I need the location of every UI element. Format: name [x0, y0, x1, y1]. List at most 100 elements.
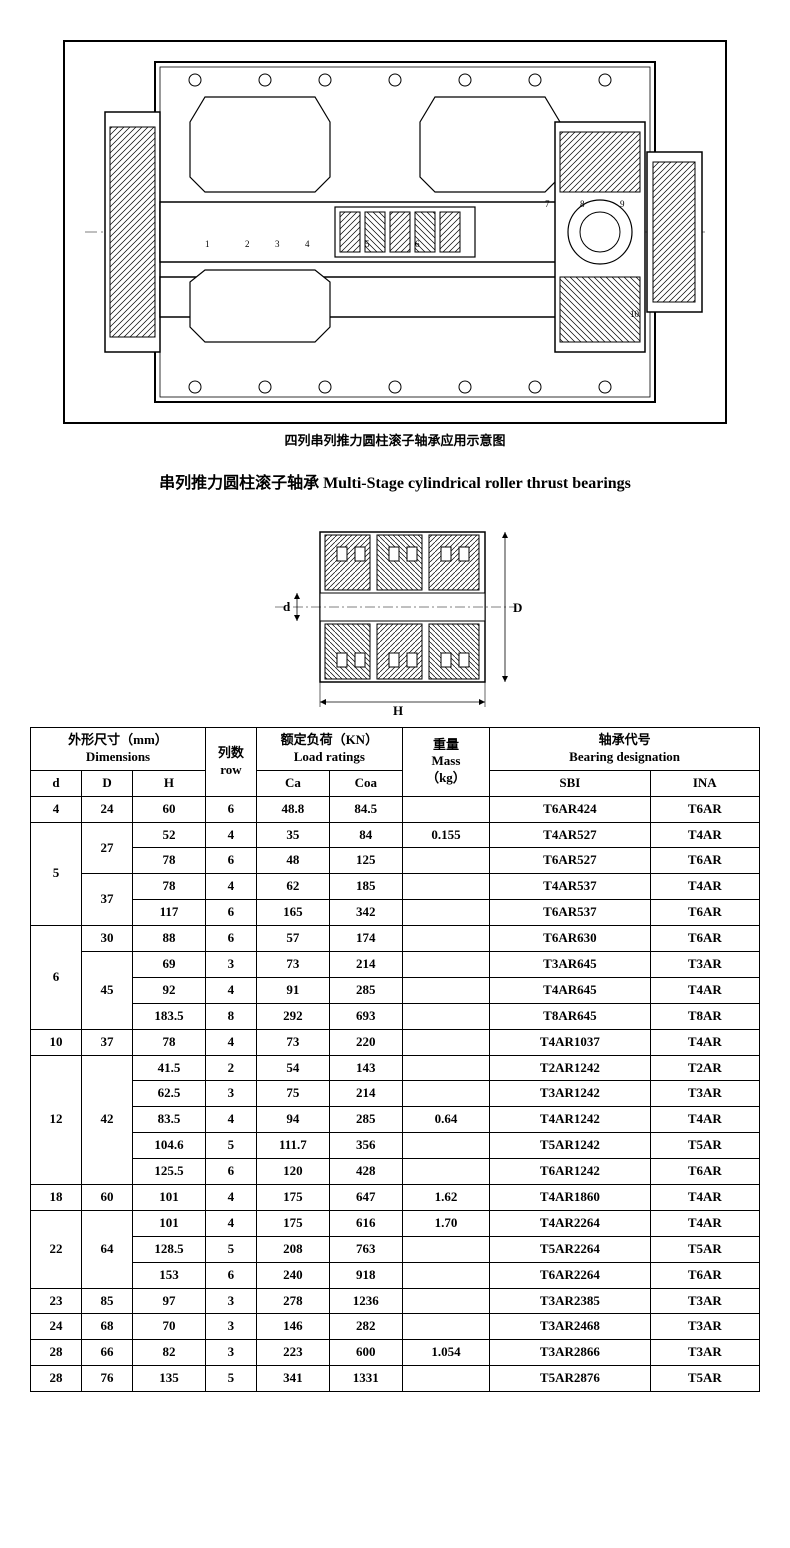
cell-d: 18 — [31, 1185, 82, 1211]
cell-mass — [402, 1262, 489, 1288]
page-title: 串列推力圆柱滚子轴承 Multi-Stage cylindrical rolle… — [30, 469, 760, 493]
cell-row: 6 — [205, 926, 256, 952]
cell-sbi: T4AR537 — [490, 874, 650, 900]
cell-sbi: T5AR2876 — [490, 1366, 650, 1392]
cell-ina: T5AR — [650, 1133, 759, 1159]
cell-ina: T6AR — [650, 1262, 759, 1288]
cell-ina: T3AR — [650, 952, 759, 978]
cell-Coa: 693 — [329, 1003, 402, 1029]
cell-d: 24 — [31, 1314, 82, 1340]
cell-Ca: 48 — [256, 848, 329, 874]
cell-H: 101 — [133, 1210, 206, 1236]
cell-ina: T6AR — [650, 1159, 759, 1185]
svg-text:4: 4 — [305, 239, 310, 249]
hdr-Coa: Coa — [329, 770, 402, 796]
table-row: 1176165342T6AR537T6AR — [31, 900, 760, 926]
cell-ina: T8AR — [650, 1003, 759, 1029]
cell-row: 6 — [205, 796, 256, 822]
cell-Ca: 278 — [256, 1288, 329, 1314]
cell-ina: T3AR — [650, 1314, 759, 1340]
cell-mass — [402, 952, 489, 978]
cell-Coa: 174 — [329, 926, 402, 952]
cell-D: 76 — [82, 1366, 133, 1392]
cell-row: 4 — [205, 1107, 256, 1133]
cell-sbi: T8AR645 — [490, 1003, 650, 1029]
cell-row: 2 — [205, 1055, 256, 1081]
cell-Ca: 73 — [256, 952, 329, 978]
cell-H: 104.6 — [133, 1133, 206, 1159]
table-row: 1536240918T6AR2264T6AR — [31, 1262, 760, 1288]
table-row: 287613553411331T5AR2876T5AR — [31, 1366, 760, 1392]
svg-text:10: 10 — [630, 309, 640, 319]
cell-D: 37 — [82, 1029, 133, 1055]
cell-sbi: T4AR1037 — [490, 1029, 650, 1055]
cell-mass — [402, 1003, 489, 1029]
cell-Coa: 214 — [329, 1081, 402, 1107]
cell-D: 27 — [82, 822, 133, 874]
svg-text:7: 7 — [545, 199, 550, 209]
cell-Coa: 214 — [329, 952, 402, 978]
table-row: 42460648.884.5T6AR424T6AR — [31, 796, 760, 822]
cell-D: 24 — [82, 796, 133, 822]
cell-sbi: T6AR630 — [490, 926, 650, 952]
svg-text:8: 8 — [580, 199, 585, 209]
svg-text:9: 9 — [620, 199, 625, 209]
cell-Coa: 282 — [329, 1314, 402, 1340]
cell-Coa: 918 — [329, 1262, 402, 1288]
table-row: 103778473220T4AR1037T4AR — [31, 1029, 760, 1055]
cell-mass: 1.70 — [402, 1210, 489, 1236]
table-row: 62.5375214T3AR1242T3AR — [31, 1081, 760, 1107]
cell-mass — [402, 1366, 489, 1392]
cell-row: 4 — [205, 822, 256, 848]
table-row: 2468703146282T3AR2468T3AR — [31, 1314, 760, 1340]
table-row: 226410141756161.70T4AR2264T4AR — [31, 1210, 760, 1236]
cell-Coa: 763 — [329, 1236, 402, 1262]
cell-row: 3 — [205, 952, 256, 978]
cell-d: 4 — [31, 796, 82, 822]
cell-Ca: 165 — [256, 900, 329, 926]
cell-H: 117 — [133, 900, 206, 926]
cell-sbi: T6AR2264 — [490, 1262, 650, 1288]
cell-sbi: T2AR1242 — [490, 1055, 650, 1081]
cell-ina: T4AR — [650, 1185, 759, 1211]
cell-D: 64 — [82, 1210, 133, 1288]
cell-row: 6 — [205, 1262, 256, 1288]
cell-Coa: 356 — [329, 1133, 402, 1159]
cell-ina: T4AR — [650, 1029, 759, 1055]
svg-text:5: 5 — [365, 239, 370, 249]
cell-ina: T3AR — [650, 1288, 759, 1314]
cell-sbi: T3AR2468 — [490, 1314, 650, 1340]
cell-mass — [402, 796, 489, 822]
cell-Coa: 1236 — [329, 1288, 402, 1314]
cell-sbi: T5AR1242 — [490, 1133, 650, 1159]
cell-D: 30 — [82, 926, 133, 952]
hdr-mass: 重量 Mass （kg） — [402, 728, 489, 797]
table-row: 3778462185T4AR537T4AR — [31, 874, 760, 900]
cell-ina: T4AR — [650, 822, 759, 848]
cell-ina: T6AR — [650, 926, 759, 952]
cell-row: 4 — [205, 977, 256, 1003]
cell-Ca: 240 — [256, 1262, 329, 1288]
cell-d: 10 — [31, 1029, 82, 1055]
table-row: 63088657174T6AR630T6AR — [31, 926, 760, 952]
cell-ina: T2AR — [650, 1055, 759, 1081]
cell-sbi: T4AR2264 — [490, 1210, 650, 1236]
cell-ina: T3AR — [650, 1340, 759, 1366]
cell-D: 68 — [82, 1314, 133, 1340]
hdr-load: 额定负荷（KN） Load ratings — [256, 728, 402, 771]
cell-D: 60 — [82, 1185, 133, 1211]
cell-Ca: 223 — [256, 1340, 329, 1366]
table-row: 104.65111.7356T5AR1242T5AR — [31, 1133, 760, 1159]
cell-H: 135 — [133, 1366, 206, 1392]
cell-mass — [402, 1081, 489, 1107]
cell-row: 6 — [205, 848, 256, 874]
assembly-drawing: 789 10 123 456 — [63, 40, 727, 424]
cell-row: 4 — [205, 1029, 256, 1055]
cell-D: 66 — [82, 1340, 133, 1366]
table-row: 125.56120428T6AR1242T6AR — [31, 1159, 760, 1185]
cell-H: 82 — [133, 1340, 206, 1366]
cell-ina: T5AR — [650, 1366, 759, 1392]
cell-H: 83.5 — [133, 1107, 206, 1133]
cell-row: 5 — [205, 1236, 256, 1262]
cell-H: 60 — [133, 796, 206, 822]
